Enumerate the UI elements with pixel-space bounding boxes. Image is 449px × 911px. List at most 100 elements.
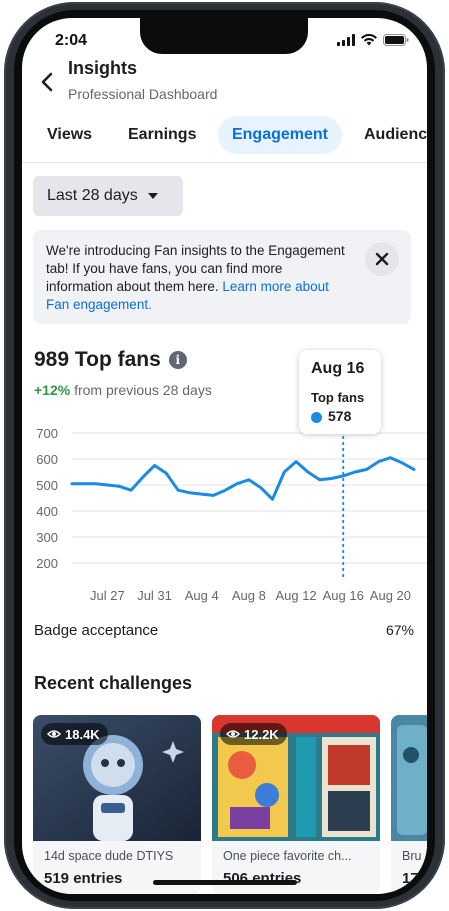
recent-challenges-title: Recent challenges — [34, 673, 193, 693]
status-time: 2:04 — [55, 32, 88, 49]
x-tick-label: Jul 31 — [137, 588, 172, 603]
data-point — [236, 482, 239, 485]
data-point — [389, 456, 392, 459]
badge-acceptance-value: 67% — [385, 622, 414, 638]
data-point — [413, 468, 416, 471]
banner-message: We're introducing Fan insights to the En… — [46, 243, 345, 294]
challenge-card[interactable]: Bru 17 — [391, 715, 427, 894]
tooltip-value: 578 — [328, 408, 352, 424]
eye-icon — [226, 730, 240, 738]
data-point — [188, 491, 191, 494]
challenge-card[interactable]: 18.4K 14d space dude DTIYS 519 entries — [33, 715, 201, 894]
data-point — [330, 477, 333, 480]
status-bar: 2:04 — [22, 18, 427, 64]
top-fans-title: 989 Top fans — [34, 348, 161, 371]
x-tick-label: Aug 20 — [370, 588, 411, 603]
challenge-title: Bru — [402, 849, 422, 863]
tooltip-label: Top fans — [311, 390, 365, 405]
challenge-entries: 519 entries — [44, 870, 123, 887]
views-badge: 18.4K — [41, 723, 108, 745]
app-screen: 2:04 Insi — [22, 18, 427, 894]
challenge-title: 14d space dude DTIYS — [44, 849, 174, 863]
caret-down-icon — [147, 193, 158, 199]
chart-tooltip: Aug 16 Top fans 578 — [299, 350, 381, 434]
data-point — [129, 489, 132, 492]
tooltip-series-dot — [311, 412, 322, 423]
tab-bar: Views Earnings Engagement Audienc — [22, 114, 427, 158]
back-button[interactable] — [36, 68, 58, 96]
challenge-card[interactable]: 12.2K One piece favorite ch... 506 entri… — [212, 715, 380, 894]
tabs-divider — [22, 162, 427, 163]
cellular-signal-icon — [337, 34, 355, 46]
data-point — [118, 485, 121, 488]
data-point — [153, 464, 156, 467]
data-point — [200, 493, 203, 496]
y-tick-label: 700 — [36, 426, 58, 441]
data-point — [106, 484, 109, 487]
data-point — [365, 468, 368, 471]
info-icon[interactable]: i — [168, 351, 187, 369]
dynamic-island — [140, 18, 308, 54]
close-icon — [375, 252, 389, 266]
y-tick-label: 300 — [36, 530, 58, 545]
page-subtitle: Professional Dashboard — [68, 86, 218, 102]
challenge-thumbnail: 18.4K — [33, 715, 201, 841]
data-point — [295, 460, 298, 463]
data-point — [82, 482, 85, 485]
data-point — [94, 482, 97, 485]
data-point — [401, 461, 404, 464]
challenge-cards: 18.4K 14d space dude DTIYS 519 entries — [22, 715, 427, 894]
data-point — [342, 474, 345, 477]
tab-views[interactable]: Views — [47, 126, 93, 143]
x-tick-label: Jul 27 — [90, 588, 125, 603]
tab-audience[interactable]: Audienc — [364, 126, 427, 143]
chevron-left-icon — [41, 72, 53, 92]
one-piece-thumbnail — [212, 715, 380, 841]
y-tick-label: 400 — [36, 504, 58, 519]
data-point — [177, 489, 180, 492]
top-fans-chart[interactable]: 200 300 400 500 600 700 Jul 27 Jul 31 Aug 4 Aug 8… — [22, 418, 427, 608]
page-title: Insights — [68, 58, 138, 78]
data-point — [165, 472, 168, 475]
challenge-thumbnail — [391, 715, 427, 841]
data-point — [247, 478, 250, 481]
views-count: 18.4K — [65, 726, 100, 742]
data-point — [71, 482, 74, 485]
x-tick-label: Aug 12 — [275, 588, 316, 603]
data-point — [318, 478, 321, 481]
eye-icon — [47, 730, 61, 738]
third-challenge-thumbnail — [391, 715, 427, 841]
x-tick-label: Aug 8 — [232, 588, 266, 603]
fan-insights-banner: We're introducing Fan insights to the En… — [33, 230, 411, 324]
x-tick-label: Aug 4 — [185, 588, 219, 603]
data-point — [306, 471, 309, 474]
home-indicator[interactable] — [153, 880, 297, 885]
badge-acceptance-row: Badge acceptance 67% — [34, 622, 414, 642]
learn-more-link[interactable]: Learn more about Fan engagement. — [46, 279, 329, 312]
tab-earnings[interactable]: Earnings — [128, 126, 197, 143]
banner-close-button[interactable] — [365, 242, 399, 276]
data-point — [283, 471, 286, 474]
data-point — [271, 498, 274, 501]
change-text: from previous 28 days — [70, 382, 212, 398]
badge-acceptance-label: Badge acceptance — [34, 622, 159, 639]
challenge-entries: 17 — [402, 870, 419, 887]
wifi-icon — [361, 34, 377, 46]
y-tick-label: 200 — [36, 556, 58, 571]
top-fans-heading: 989 Top fans i — [34, 348, 187, 372]
banner-text: We're introducing Fan insights to the En… — [46, 242, 346, 314]
y-tick-label: 500 — [36, 478, 58, 493]
top-fans-change: +12% from previous 28 days — [34, 382, 212, 398]
date-range-dropdown[interactable]: Last 28 days — [33, 176, 183, 216]
date-range-label: Last 28 days — [47, 187, 138, 204]
data-point — [141, 476, 144, 479]
data-point — [224, 489, 227, 492]
page-header: Insights Professional Dashboard — [22, 58, 427, 118]
series-line — [70, 456, 416, 501]
x-tick-label: Aug 16 — [323, 588, 364, 603]
change-percent: +12% — [34, 382, 71, 398]
data-point — [377, 460, 380, 463]
tab-engagement[interactable]: Engagement — [218, 116, 342, 154]
challenge-title: One piece favorite ch... — [223, 849, 352, 863]
data-point — [212, 494, 215, 497]
